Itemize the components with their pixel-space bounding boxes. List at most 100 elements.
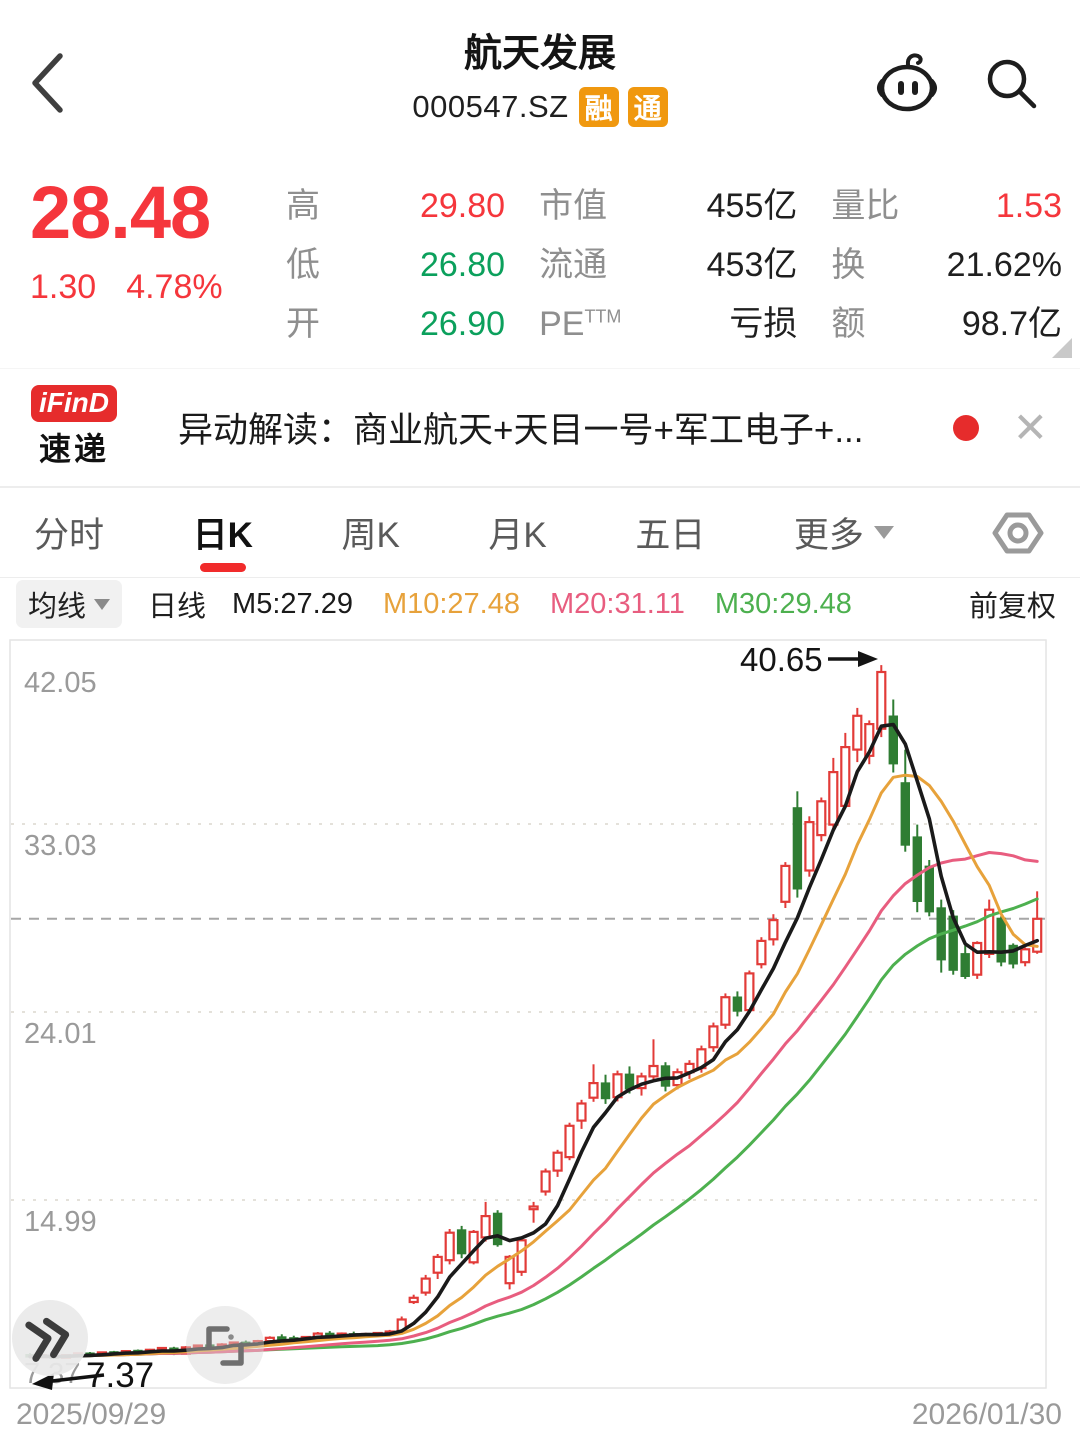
candle (444, 1229, 455, 1265)
chevron-down-icon (873, 526, 894, 539)
candle (852, 707, 863, 763)
ma-mode-label: 日线 (148, 591, 207, 623)
candle (912, 824, 922, 913)
y-tick-label: 14.99 (24, 1206, 97, 1238)
jump-to-latest-button[interactable] (4, 1292, 96, 1384)
candle (408, 1294, 419, 1304)
stat-value: 26.90 (419, 305, 506, 343)
y-tick-label: 33.03 (24, 830, 97, 862)
ma5-line (28, 722, 1039, 1359)
x-axis-start-date: 2025/09/29 (16, 1398, 166, 1430)
quote-stats-grid: 高 29.80 市值 455亿 量比 1.53 低 26.80 流通 453亿换 21.62% 开 26… (286, 174, 1062, 368)
ma-value-3: M30:29.48 (714, 587, 852, 620)
candle (540, 1168, 551, 1196)
candle (720, 993, 731, 1029)
ma-value-1: M10:27.48 (382, 587, 520, 620)
candle (456, 1225, 467, 1259)
ma-selector-button[interactable]: 均线 (16, 580, 123, 628)
candle (888, 699, 898, 773)
candle (1020, 947, 1031, 967)
margin-badge-0: 融 (578, 86, 619, 127)
left-arrow-icon (32, 1373, 54, 1390)
ma10-line (28, 773, 1039, 1359)
expand-corner-icon[interactable] (1052, 338, 1072, 358)
candle (708, 1022, 719, 1052)
stat-低: 低 26.80 (286, 246, 506, 284)
tab-daily-k[interactable]: 日K (193, 488, 253, 577)
news-banner[interactable]: iFinD 速递 异动解读：商业航天+天目一号+军工电子+... ✕ (0, 368, 1080, 488)
stock-badges: 融通 (578, 86, 668, 127)
stat-value: 98.7亿 (961, 305, 1062, 343)
candle (588, 1064, 599, 1102)
y-tick-label: 42.05 (24, 667, 97, 699)
robot-assistant-icon[interactable] (874, 52, 940, 119)
stat-value: 455亿 (706, 187, 798, 225)
stock-code: 000547.SZ (412, 88, 569, 124)
stat-value: 453亿 (706, 246, 798, 284)
stat-流通: 流通 453亿 (539, 237, 797, 296)
stat-value: 29.80 (419, 187, 506, 225)
candle (972, 941, 983, 979)
frame-corners-icon (206, 1326, 244, 1366)
stat-PE: PETTM 亏损 (539, 296, 797, 355)
search-icon[interactable] (982, 54, 1040, 117)
candle (732, 991, 743, 1017)
ma-value-0: M5:27.29 (232, 587, 353, 620)
kline-chart-area[interactable]: 42.0533.0324.0114.997.3740.657.372025/09… (0, 630, 1080, 1430)
ma-value-2: M20:31.11 (550, 587, 685, 620)
candle (1032, 891, 1043, 954)
ma-values: M5:27.29 M10:27.48 M20:31.11 M30:29.48 (232, 588, 852, 621)
highest-price-annotation: 40.65 (740, 641, 823, 678)
ifind-express-badge: iFinD 速递 (26, 385, 122, 470)
candle (504, 1255, 515, 1290)
settings-nut-icon (992, 512, 1044, 553)
chevron-down-icon (94, 598, 111, 610)
stat-value: 亏损 (729, 305, 798, 343)
plot-border (9, 639, 1047, 1389)
candle (900, 749, 910, 852)
screenshot-frame-button[interactable] (186, 1306, 264, 1384)
candle (660, 1062, 671, 1092)
chart-settings-button[interactable] (990, 488, 1046, 577)
candle (780, 862, 791, 908)
header: 航天发展 000547.SZ 融通 (0, 0, 1080, 160)
page-title: 航天发展 (463, 33, 616, 76)
x-axis-end-date: 2026/01/30 (912, 1398, 1062, 1430)
candle (516, 1237, 527, 1276)
tab-minute[interactable]: 分时 (34, 516, 105, 555)
candle (576, 1099, 587, 1129)
kline-chart[interactable]: 42.0533.0324.0114.997.3740.657.372025/09… (0, 630, 1080, 1430)
period-tabs: 分时 日K 周K 月K 五日 更多 (0, 488, 1080, 578)
candle (756, 937, 767, 969)
stat-市值: 市值 455亿 (539, 178, 797, 237)
candle (816, 797, 827, 842)
y-tick-label: 24.01 (24, 1018, 97, 1050)
candle (420, 1274, 431, 1296)
ma-legend-bar: 均线 日线 M5:27.29 M10:27.48 M20:31.11 M30:29.4… (0, 578, 1080, 630)
candle (528, 1201, 539, 1223)
news-headline[interactable]: 异动解读：商业航天+天目一号+军工电子+... (178, 411, 864, 450)
fast-forward-icon (25, 1317, 70, 1362)
candle (996, 916, 1006, 967)
stat-额: 额 98.7亿 (831, 296, 1062, 355)
tab-weekly-k[interactable]: 周K (341, 516, 400, 555)
back-button[interactable] (26, 48, 76, 118)
close-icon[interactable]: ✕ (1012, 403, 1048, 451)
last-price: 28.48 (30, 171, 211, 254)
candle (960, 945, 970, 979)
stat-量比: 量比 1.53 (831, 187, 1062, 225)
tab-more[interactable]: 更多 (794, 488, 894, 577)
right-arrow-icon (858, 651, 878, 667)
candle (1008, 943, 1018, 969)
candle (564, 1122, 575, 1161)
candle (492, 1210, 503, 1247)
chevron-left-icon (32, 53, 63, 113)
annotations: 40.657.37 (32, 641, 878, 1395)
ma20-line (28, 851, 1039, 1359)
candle (792, 791, 803, 898)
adjust-mode-label[interactable]: 前复权 (968, 591, 1056, 623)
stat-value: 26.80 (419, 246, 506, 284)
tab-five-day[interactable]: 五日 (635, 516, 706, 555)
tab-monthly-k[interactable]: 月K (488, 516, 547, 555)
